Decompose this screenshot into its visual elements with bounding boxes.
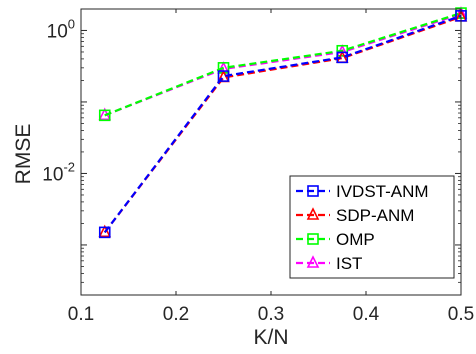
data-point-sdp-anm [98,224,112,238]
data-point-ivdst-anm [217,70,230,82]
legend-marker-omp [307,233,319,245]
axes: 0.1 0.2 0.3 0.4 0.5 10-2 100 [42,8,474,325]
series-line-omp [104,12,462,117]
legend-label-omp: OMP [336,230,375,249]
x-axis-title: K/N [253,326,288,349]
data-point-omp [98,109,111,122]
x-tick-label: 0.3 [258,304,284,325]
legend-label-ivdst-anm: IVDST-ANM [336,182,429,201]
y-tick-label: 100 [47,16,75,42]
x-tick-label: 0.5 [448,304,474,325]
legend-label-ist: IST [336,254,362,273]
x-tick-label: 0.1 [68,304,94,325]
legend: IVDST-ANM SDP-ANM OMP IST [289,175,455,279]
legend-marker-sdp-anm [306,207,320,220]
series-line-ivdst-anm [103,14,462,234]
series-line-ist [104,12,462,117]
legend-marker-ist [306,255,320,268]
data-point-ivdst-anm [336,51,349,64]
x-tick-label: 0.2 [163,304,189,325]
data-point-ivdst-anm [98,226,111,239]
y-tick-label: 10-2 [42,159,75,185]
plot-area [98,6,468,239]
y-axis-title: RMSE [12,124,35,185]
series-ist [98,6,468,121]
series-omp [98,7,467,122]
data-point-omp [336,44,349,57]
legend-marker-ivdst-anm [307,185,319,197]
x-tick-label: 0.4 [353,304,380,325]
legend-label-sdp-anm: SDP-ANM [336,206,414,225]
